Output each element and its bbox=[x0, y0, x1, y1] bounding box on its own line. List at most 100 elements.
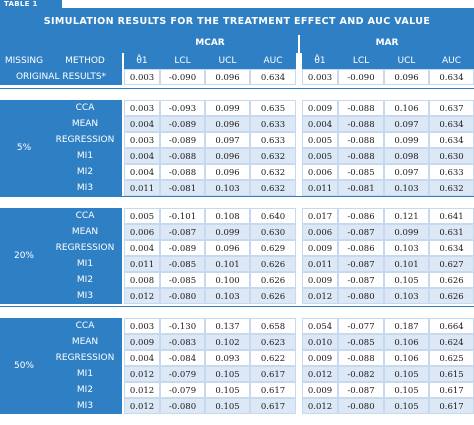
table-cell-mar: 0.012 bbox=[302, 366, 338, 382]
table-cell-mcar: -0.101 bbox=[160, 208, 205, 224]
original-mcar-value: 0.003 bbox=[124, 69, 160, 85]
table-cell-mcar: 0.004 bbox=[124, 240, 160, 256]
table-cell-mar: 0.011 bbox=[302, 256, 338, 272]
original-mcar-value: -0.090 bbox=[160, 69, 205, 85]
table-cell-mcar: 0.617 bbox=[250, 398, 296, 414]
table-cell-mcar: 0.633 bbox=[250, 116, 296, 132]
table-cell-mar: 0.005 bbox=[302, 148, 338, 164]
table-cell-mcar: 0.617 bbox=[250, 366, 296, 382]
header-divider bbox=[298, 35, 300, 53]
table-cell-mar: 0.632 bbox=[429, 180, 474, 196]
table-cell-mar: -0.077 bbox=[338, 318, 384, 334]
table-cell-mar: -0.086 bbox=[338, 208, 384, 224]
col-mar-lcl: LCL bbox=[338, 53, 384, 69]
table-cell-mar: 0.005 bbox=[302, 132, 338, 148]
table-cell-mcar: 0.006 bbox=[124, 224, 160, 240]
col-header-divider bbox=[122, 53, 124, 69]
table-cell-mcar: -0.084 bbox=[160, 350, 205, 366]
table-cell-mcar: 0.004 bbox=[124, 350, 160, 366]
table-cell-mcar: 0.012 bbox=[124, 382, 160, 398]
header-mar: MAR bbox=[300, 35, 474, 53]
table-cell-mcar: -0.089 bbox=[160, 116, 205, 132]
col-mcar-lcl: LCL bbox=[160, 53, 205, 69]
method-label: MI2 bbox=[48, 164, 122, 180]
table-cell-mcar: -0.130 bbox=[160, 318, 205, 334]
table-cell-mcar: 0.096 bbox=[205, 240, 250, 256]
header-blank bbox=[0, 35, 122, 53]
table-cell-mcar: 0.632 bbox=[250, 180, 296, 196]
table-cell-mar: -0.085 bbox=[338, 334, 384, 350]
original-mar-value: 0.003 bbox=[302, 69, 338, 85]
table-cell-mar: 0.012 bbox=[302, 288, 338, 304]
col-mcar-theta: θ̂1 bbox=[124, 53, 160, 69]
col-missing: MISSING bbox=[0, 53, 48, 69]
table-cell-mcar: -0.085 bbox=[160, 272, 205, 288]
table-cell-mcar: 0.009 bbox=[124, 334, 160, 350]
original-mar-value: 0.096 bbox=[384, 69, 429, 85]
table-cell-mcar: 0.103 bbox=[205, 180, 250, 196]
table-cell-mar: 0.106 bbox=[384, 334, 429, 350]
table-cell-mcar: 0.633 bbox=[250, 132, 296, 148]
table-cell-mcar: 0.012 bbox=[124, 398, 160, 414]
table-cell-mar: 0.098 bbox=[384, 148, 429, 164]
table-cell-mcar: 0.093 bbox=[205, 350, 250, 366]
table-cell-mcar: -0.079 bbox=[160, 382, 205, 398]
table-cell-mar: 0.099 bbox=[384, 224, 429, 240]
table-cell-mcar: 0.100 bbox=[205, 272, 250, 288]
table-cell-mar: 0.105 bbox=[384, 366, 429, 382]
table-cell-mar: 0.097 bbox=[384, 164, 429, 180]
method-label: CCA bbox=[48, 318, 122, 334]
table-cell-mcar: -0.089 bbox=[160, 132, 205, 148]
table-cell-mar: 0.004 bbox=[302, 116, 338, 132]
table-cell-mar: 0.009 bbox=[302, 382, 338, 398]
table-cell-mcar: 0.103 bbox=[205, 288, 250, 304]
table-cell-mar: 0.624 bbox=[429, 334, 474, 350]
table-cell-mcar: 0.635 bbox=[250, 100, 296, 116]
group-separator bbox=[0, 306, 474, 307]
table-cell-mcar: 0.629 bbox=[250, 240, 296, 256]
table-cell-mar: 0.099 bbox=[384, 132, 429, 148]
table-cell-mar: 0.631 bbox=[429, 224, 474, 240]
table-cell-mcar: 0.004 bbox=[124, 116, 160, 132]
table-cell-mar: 0.106 bbox=[384, 350, 429, 366]
table-cell-mar: 0.009 bbox=[302, 100, 338, 116]
table-cell-mar: 0.634 bbox=[429, 240, 474, 256]
table-cell-mcar: 0.632 bbox=[250, 164, 296, 180]
table-cell-mcar: 0.004 bbox=[124, 164, 160, 180]
missing-group-50pct: 50% bbox=[0, 318, 48, 414]
method-label: MI2 bbox=[48, 382, 122, 398]
method-label: REGRESSION bbox=[48, 240, 122, 256]
table-cell-mar: 0.017 bbox=[302, 208, 338, 224]
method-label: CCA bbox=[48, 208, 122, 224]
table-cell-mcar: 0.108 bbox=[205, 208, 250, 224]
table-cell-mar: 0.105 bbox=[384, 382, 429, 398]
group-separator bbox=[0, 196, 474, 197]
table-cell-mcar: -0.081 bbox=[160, 180, 205, 196]
table-cell-mcar: 0.101 bbox=[205, 256, 250, 272]
table-cell-mar: -0.087 bbox=[338, 382, 384, 398]
method-label: MEAN bbox=[48, 116, 122, 132]
table-cell-mar: 0.103 bbox=[384, 288, 429, 304]
method-label: MI3 bbox=[48, 180, 122, 196]
table-cell-mcar: -0.089 bbox=[160, 240, 205, 256]
table-cell-mcar: 0.012 bbox=[124, 288, 160, 304]
table-cell-mar: -0.087 bbox=[338, 224, 384, 240]
table-cell-mar: 0.009 bbox=[302, 272, 338, 288]
table-cell-mar: 0.634 bbox=[429, 132, 474, 148]
original-mcar-value: 0.634 bbox=[250, 69, 296, 85]
table-cell-mcar: 0.008 bbox=[124, 272, 160, 288]
table-cell-mar: 0.641 bbox=[429, 208, 474, 224]
table-cell-mcar: 0.096 bbox=[205, 148, 250, 164]
table-cell-mar: -0.088 bbox=[338, 116, 384, 132]
group-separator bbox=[0, 88, 474, 89]
table-cell-mcar: 0.617 bbox=[250, 382, 296, 398]
table-cell-mar: -0.088 bbox=[338, 100, 384, 116]
method-label: REGRESSION bbox=[48, 132, 122, 148]
table-cell-mcar: -0.083 bbox=[160, 334, 205, 350]
method-label: MI2 bbox=[48, 272, 122, 288]
table-cell-mcar: -0.079 bbox=[160, 366, 205, 382]
table-cell-mar: 0.121 bbox=[384, 208, 429, 224]
missing-group-20pct: 20% bbox=[0, 208, 48, 304]
table-label: TABLE 1 bbox=[0, 0, 62, 8]
table-cell-mcar: 0.623 bbox=[250, 334, 296, 350]
